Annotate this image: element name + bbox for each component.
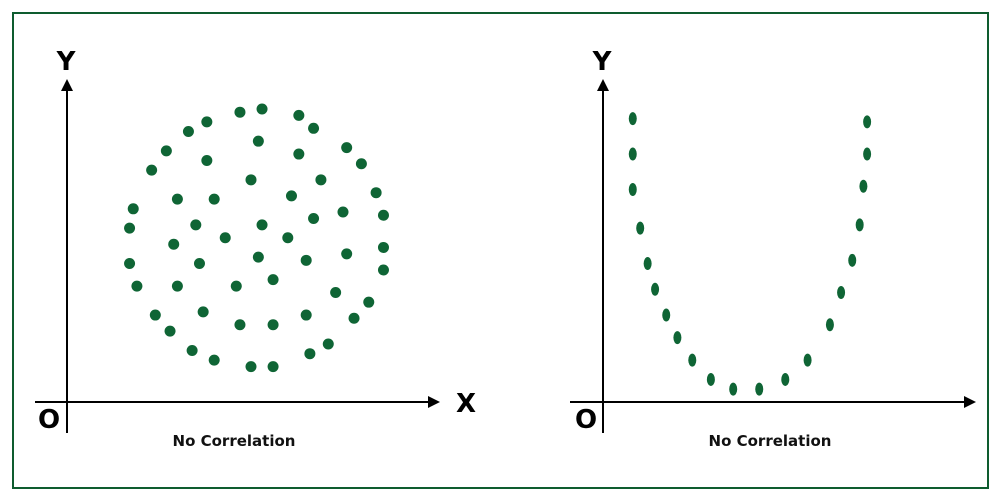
data-point [377,264,389,276]
data-point [781,372,790,386]
data-point [282,232,294,244]
chart-right: Y O No Correlation [570,47,976,450]
data-point [219,232,231,244]
data-point [171,193,183,205]
data-point [643,257,652,271]
data-point [729,382,738,396]
data-point [245,361,257,373]
points-right [628,112,872,396]
data-point [267,274,279,286]
data-point [124,258,136,270]
data-point [377,241,389,253]
data-point [164,325,176,337]
frame-border [12,12,989,489]
data-point [208,193,220,205]
data-point [293,148,305,160]
data-point [197,306,209,318]
data-point [673,331,682,345]
data-point [848,253,857,267]
chart-left: Y X O No Correlation [35,47,476,450]
data-point [662,308,671,322]
origin-label: O [575,405,597,435]
data-point [308,212,320,224]
data-point [182,126,194,138]
data-point [127,203,139,215]
data-point [363,296,375,308]
data-point [803,353,812,367]
data-point [863,115,872,129]
data-point [131,280,143,292]
data-point [628,147,637,161]
chart-caption: No Correlation [709,432,832,450]
data-point [755,382,764,396]
data-point [341,142,353,154]
data-point [267,319,279,331]
data-point [256,103,268,115]
data-point [825,318,834,332]
data-point [201,155,213,166]
points-left [124,103,389,373]
y-axis-label: Y [592,47,613,77]
data-point [171,280,183,292]
data-point [688,353,697,367]
data-point [337,206,349,218]
data-point [190,219,202,231]
data-point [377,209,389,221]
x-axis-arrow [428,396,440,408]
data-point [855,218,864,232]
data-point [193,258,205,270]
data-point [859,179,868,193]
data-point [370,187,382,199]
data-point [230,280,242,292]
data-point [186,344,198,356]
data-point [160,145,172,157]
data-point [837,286,846,300]
y-axis-arrow [61,79,73,91]
x-axis-arrow [964,396,976,408]
y-axis-arrow [597,79,609,91]
data-point [124,222,136,234]
data-point [285,190,297,202]
data-point [300,254,312,266]
data-point [267,361,279,373]
data-point [341,248,353,260]
x-axis-label: X [456,389,476,419]
data-point [863,147,872,161]
data-point [651,282,660,296]
data-point [636,221,645,235]
data-point [168,238,180,250]
data-point [308,122,320,134]
data-point [234,106,246,118]
data-point [330,287,342,299]
data-point [245,174,257,186]
data-point [146,164,158,176]
chart-caption: No Correlation [173,432,296,450]
data-point [293,109,305,121]
data-point [355,158,367,170]
data-point [252,251,264,263]
data-point [628,112,637,126]
data-point [628,182,637,196]
data-point [149,309,161,321]
origin-label: O [38,405,60,435]
data-point [300,309,312,321]
data-point [234,319,246,331]
data-point [252,135,264,147]
data-point [322,338,334,350]
y-axis-label: Y [56,47,77,77]
data-point [315,174,327,186]
data-point [201,116,213,128]
data-point [348,312,360,324]
data-point [208,354,220,366]
data-point [304,348,316,360]
data-point [706,372,715,386]
data-point [256,219,268,231]
